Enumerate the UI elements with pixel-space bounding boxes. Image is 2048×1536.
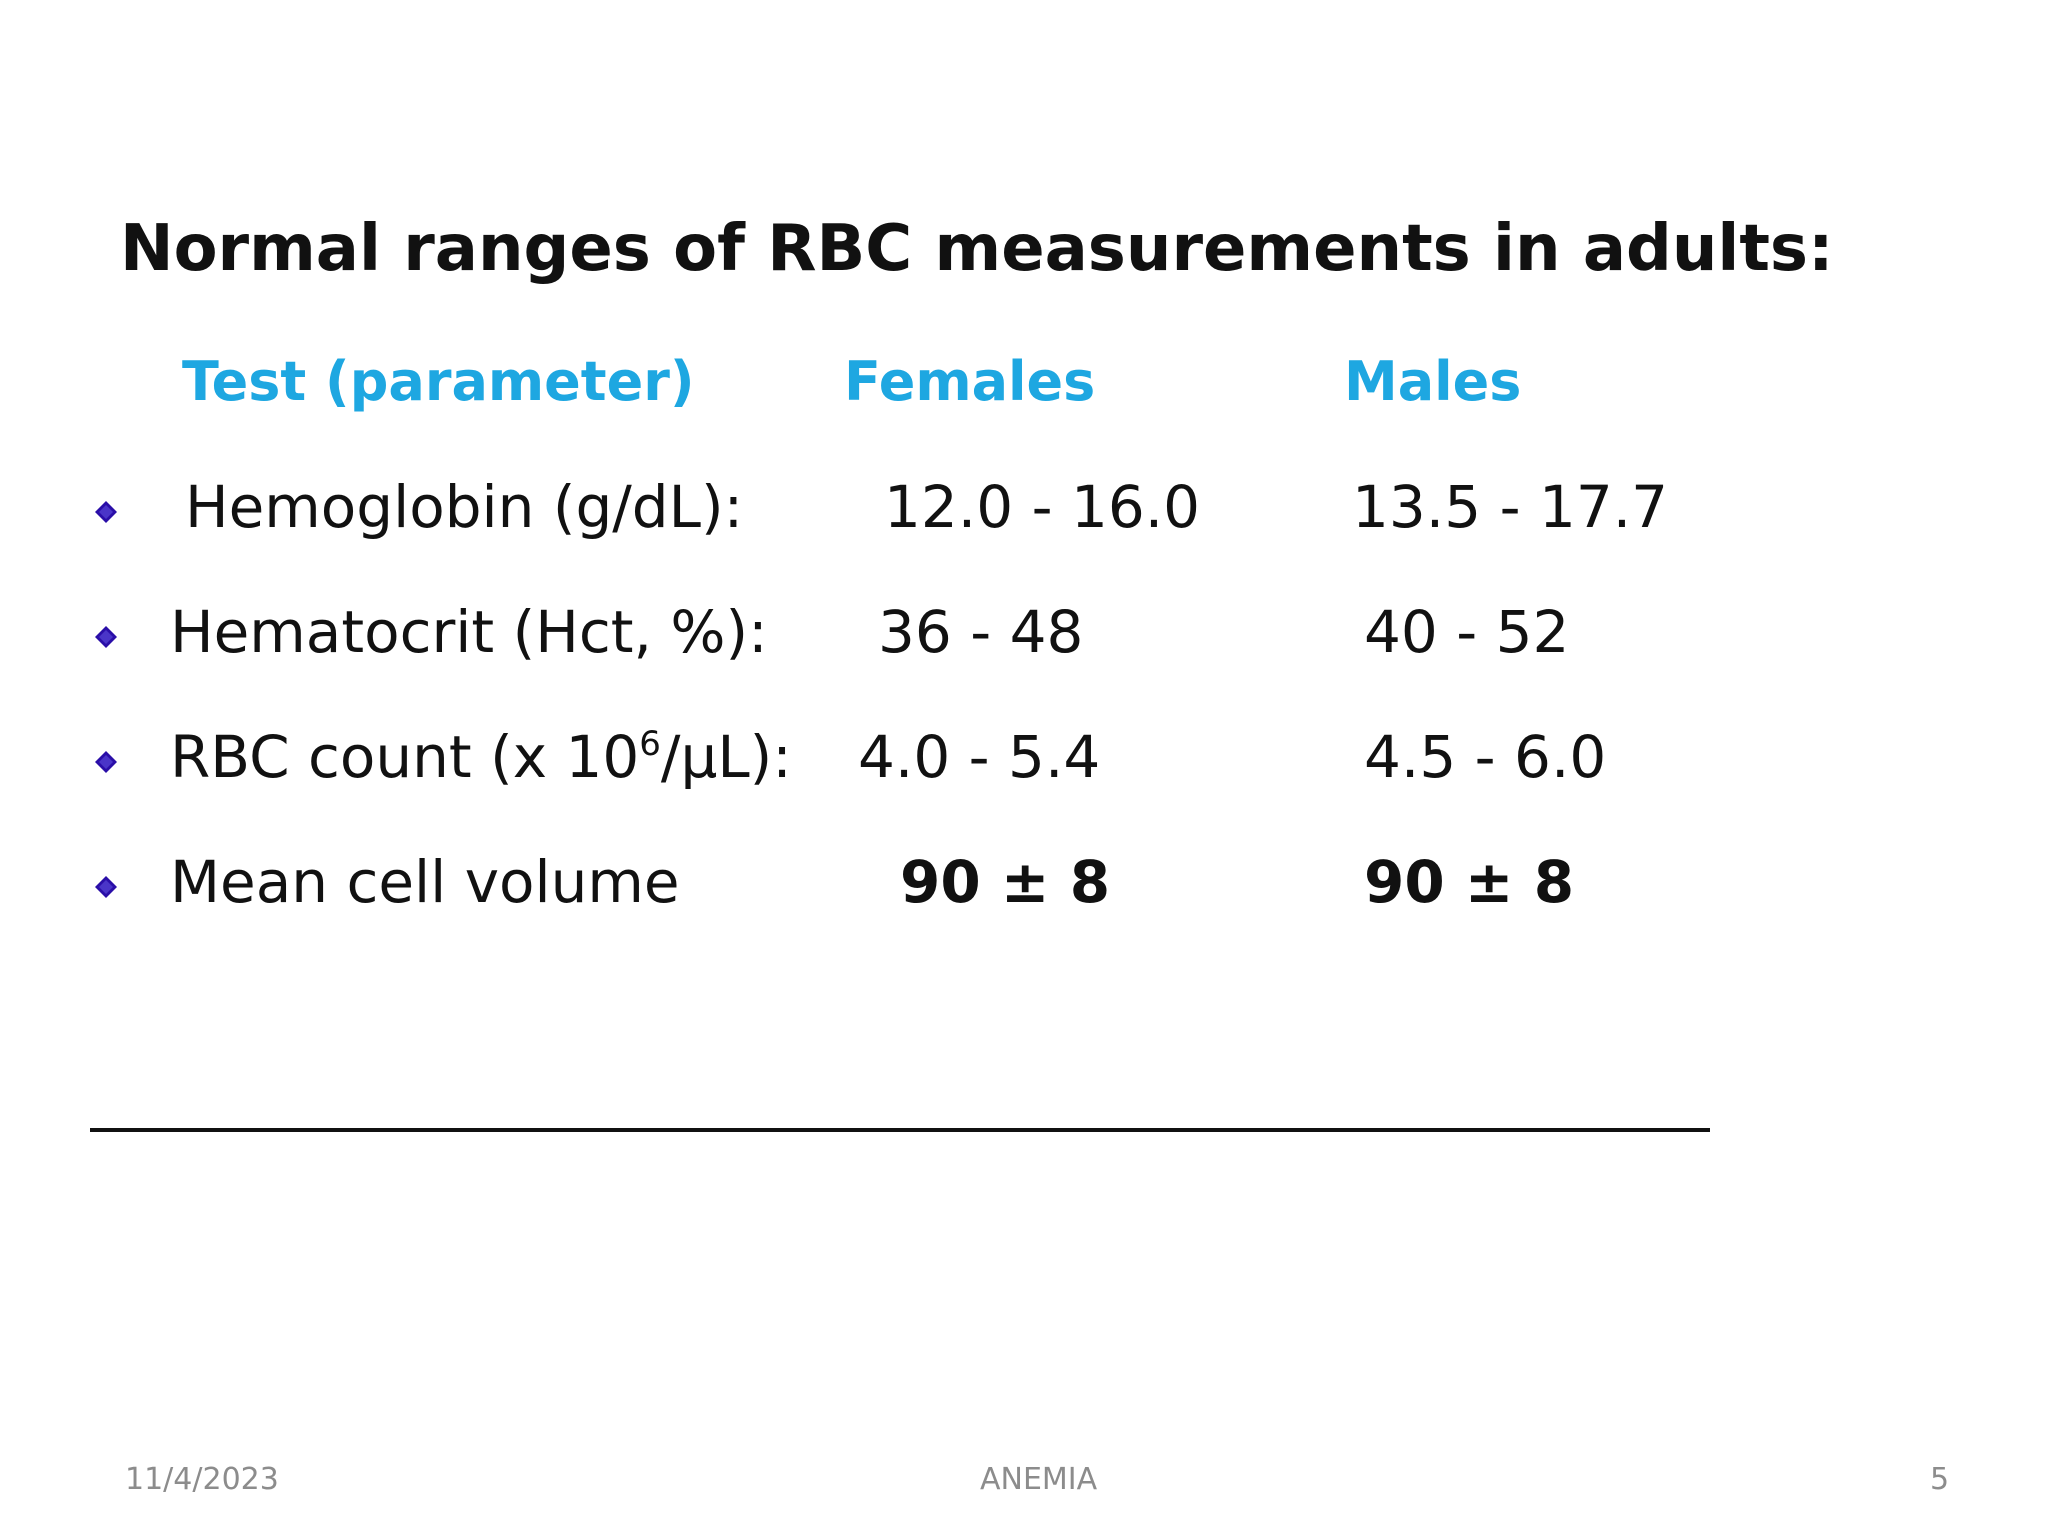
footer-page-number: 5 [1930,1462,1950,1497]
table-row-hematocrit: Hematocrit (Hct, %): 36 - 48 40 - 52 [0,598,2048,688]
row-females-value: 90 ± 8 [900,848,1111,916]
row-label-suffix: /μL): [660,723,792,791]
row-females-value: 4.0 - 5.4 [858,723,1101,791]
row-males-value: 40 - 52 [1364,598,1570,666]
diamond-bullet-icon [95,626,117,648]
table-row-rbc-count: RBC count (x 106/μL): 4.0 - 5.4 4.5 - 6.… [0,723,2048,813]
slide-title: Normal ranges of RBC measurements in adu… [120,212,1834,286]
row-label: RBC count (x 106/μL): [170,723,792,791]
row-males-value: 4.5 - 6.0 [1364,723,1607,791]
table-row-hemoglobin: Hemoglobin (g/dL): 12.0 - 16.0 13.5 - 17… [0,473,2048,563]
table-row-mean-cell-volume: Mean cell volume 90 ± 8 90 ± 8 [0,848,2048,938]
footer-title: ANEMIA [980,1462,1098,1497]
row-label-superscript: 6 [639,724,661,764]
row-label: Mean cell volume [170,848,680,916]
header-test-parameter: Test (parameter) [182,350,695,413]
diamond-bullet-icon [95,876,117,898]
footer-date: 11/4/2023 [125,1462,279,1497]
header-males: Males [1344,350,1522,413]
header-females: Females [844,350,1096,413]
row-label: Hemoglobin (g/dL): [185,473,744,541]
row-females-value: 12.0 - 16.0 [884,473,1201,541]
row-label: Hematocrit (Hct, %): [170,598,768,666]
diamond-bullet-icon [95,751,117,773]
diamond-bullet-icon [95,501,117,523]
row-label-prefix: RBC count (x 10 [170,723,640,791]
row-females-value: 36 - 48 [878,598,1084,666]
row-males-value: 90 ± 8 [1364,848,1575,916]
horizontal-rule [90,1128,1710,1132]
row-males-value: 13.5 - 17.7 [1352,473,1669,541]
